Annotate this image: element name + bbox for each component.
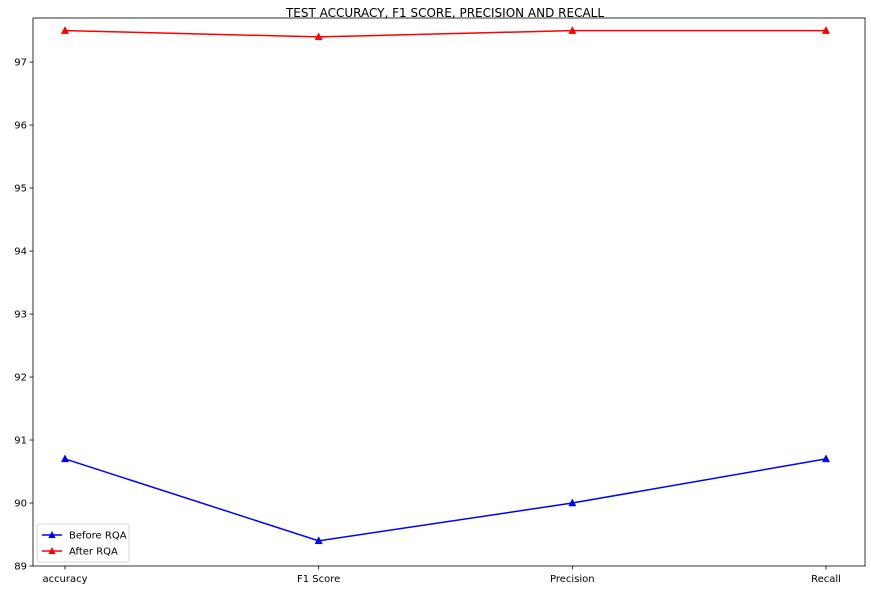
y-tick-label: 92 [14, 373, 27, 384]
x-tick-label: accuracy [42, 574, 87, 585]
data-point [821, 26, 831, 34]
y-tick-label: 94 [14, 247, 27, 258]
series-line [64, 29, 826, 38]
data-point [314, 32, 323, 41]
x-axis: accuracy F1 Score Precision Recall [42, 566, 841, 585]
series-line [64, 458, 827, 542]
y-axis: 89 90 91 92 93 94 95 96 97 [14, 58, 33, 573]
y-tick-label: 96 [14, 121, 27, 132]
series-layer [60, 26, 831, 545]
data-point [60, 26, 70, 34]
y-tick-label: 93 [14, 310, 27, 321]
legend-item: After RQA [42, 547, 118, 558]
data-point [60, 454, 70, 463]
chart-title: TEST ACCURACY, F1 SCORE, PRECISION AND R… [285, 6, 604, 20]
legend-marker [48, 547, 56, 554]
x-tick-label: F1 Score [297, 574, 340, 585]
legend: Before RQA After RQA [36, 523, 130, 563]
data-point [568, 498, 577, 507]
y-tick-label: 97 [14, 58, 27, 69]
plot-area [32, 17, 866, 567]
series-0 [60, 454, 831, 545]
y-tick-label: 95 [14, 184, 27, 195]
series-1 [60, 26, 831, 41]
legend-label: Before RQA [69, 531, 127, 542]
y-tick-label: 89 [14, 562, 27, 573]
legend-box [36, 523, 130, 563]
data-point [568, 26, 577, 34]
data-point [821, 454, 831, 463]
legend-label: After RQA [69, 547, 118, 558]
x-tick-label: Precision [550, 574, 595, 585]
x-tick-label: Recall [811, 574, 841, 585]
y-tick-label: 90 [14, 499, 27, 510]
legend-marker [48, 531, 56, 538]
y-tick-label: 91 [14, 436, 27, 447]
legend-item: Before RQA [42, 531, 127, 542]
data-point [314, 536, 323, 545]
